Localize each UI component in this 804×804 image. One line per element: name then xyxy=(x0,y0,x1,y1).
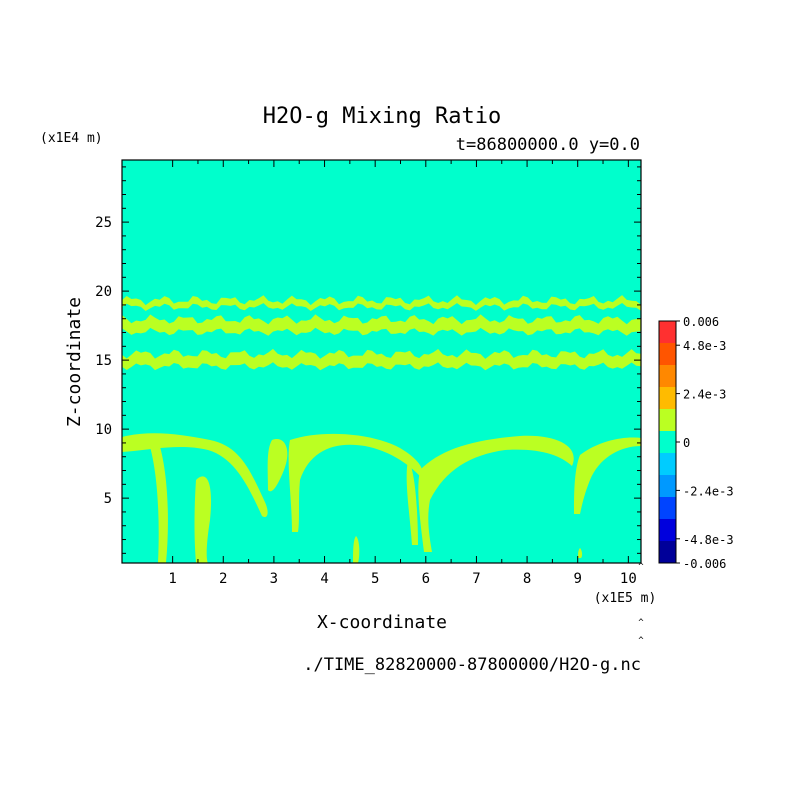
colorbar-swatch xyxy=(659,409,676,432)
convective-plume xyxy=(148,440,168,563)
y-scale-label: (x1E4 m) xyxy=(40,131,103,146)
x-axis-label: X-coordinate xyxy=(317,612,447,633)
convective-plume xyxy=(288,433,423,532)
colorbar-swatch xyxy=(659,497,676,520)
chart-subtitle: t=86800000.0 y=0.0 xyxy=(456,135,640,155)
x-tick-label: 5 xyxy=(371,571,379,587)
convective-plume xyxy=(418,435,574,552)
colorbar-swatch xyxy=(659,453,676,476)
colorbar-label: 0 xyxy=(683,436,690,450)
colorbar-label: 4.8e-3 xyxy=(683,339,726,353)
colorbar-swatch xyxy=(659,321,676,344)
convective-plume xyxy=(578,548,583,558)
colorbar-label: 2.4e-3 xyxy=(683,388,726,402)
axis-ticks: 1 2 3 4 5 6 7 8 9 10 5 10 15 20 25 xyxy=(95,160,641,587)
plot-frame xyxy=(121,159,642,564)
x-tick-label: 7 xyxy=(472,571,480,587)
colorbar-swatch xyxy=(659,541,676,564)
corner-marks: ^ ^ ^ xyxy=(638,562,644,646)
y-tick-label: 5 xyxy=(104,491,112,507)
moisture-layer xyxy=(122,314,641,336)
convective-plume xyxy=(194,476,212,563)
colorbar-swatch xyxy=(659,387,676,410)
colorbar-label: -2.4e-3 xyxy=(683,484,734,498)
y-axis-label: Z-coordinate xyxy=(64,297,85,427)
source-file-label: ./TIME_82820000-87800000/H2O-g.nc xyxy=(303,655,641,675)
convective-plume xyxy=(267,439,288,492)
convective-plume xyxy=(353,536,360,563)
x-scale-label: (x1E5 m) xyxy=(594,591,657,606)
colorbar-swatch xyxy=(659,365,676,388)
convective-plume xyxy=(574,437,641,514)
x-tick-label: 2 xyxy=(219,571,227,587)
colorbar-swatch xyxy=(659,343,676,366)
colorbar-label: 0.006 xyxy=(683,315,719,329)
x-tick-label: 4 xyxy=(320,571,328,587)
colorbar: 0.006 4.8e-3 2.4e-3 0 -2.4e-3 -4.8e-3 -0.006 xyxy=(658,315,734,571)
x-tick-label: 1 xyxy=(168,571,176,587)
y-tick-label: 20 xyxy=(95,284,112,300)
colorbar-label: -4.8e-3 xyxy=(683,533,734,547)
svg-text:^: ^ xyxy=(638,636,644,646)
colorbar-label: -0.006 xyxy=(683,557,726,571)
plot-features xyxy=(122,295,641,563)
svg-text:^: ^ xyxy=(638,562,644,572)
moisture-layer xyxy=(122,348,641,371)
convective-plume xyxy=(122,433,268,518)
colorbar-swatch xyxy=(659,519,676,542)
x-tick-label: 8 xyxy=(523,571,531,587)
colorbar-swatch xyxy=(659,475,676,498)
colorbar-swatch xyxy=(659,431,676,454)
x-tick-label: 9 xyxy=(573,571,581,587)
y-tick-label: 10 xyxy=(95,422,112,438)
x-tick-label: 3 xyxy=(270,571,278,587)
x-tick-label: 10 xyxy=(620,571,637,587)
moisture-layer xyxy=(122,295,641,311)
svg-text:^: ^ xyxy=(638,618,644,628)
y-tick-label: 15 xyxy=(95,353,112,369)
chart-title: H2O-g Mixing Ratio xyxy=(263,104,501,129)
x-tick-label: 6 xyxy=(422,571,430,587)
y-tick-label: 25 xyxy=(95,215,112,231)
convective-plume xyxy=(406,460,418,545)
